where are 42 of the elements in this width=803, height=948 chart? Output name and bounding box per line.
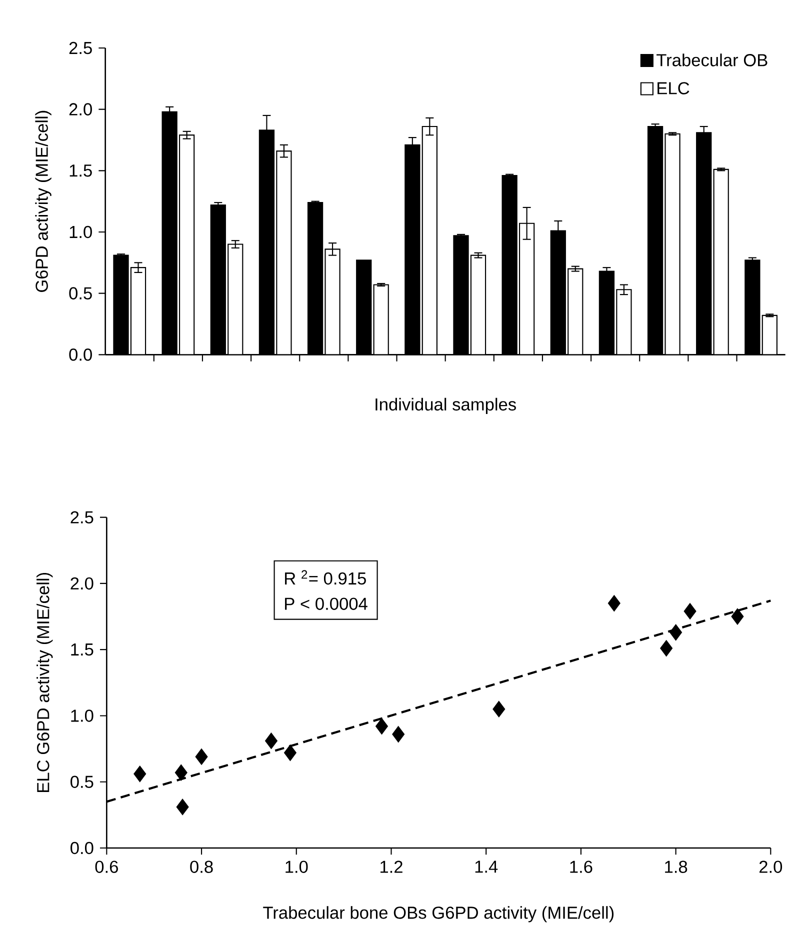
y-tick-label: 2.5 — [70, 511, 94, 524]
y-tick-label: 1.0 — [71, 710, 94, 722]
annotation: R $^{2}$= 0.915 — [285, 570, 366, 585]
y-tick-label: 0.0 — [69, 348, 92, 361]
y-tick-label: 1.0 — [70, 226, 92, 238]
point — [670, 624, 682, 641]
x-tick-label: 1.4 — [476, 860, 498, 873]
point — [492, 700, 506, 718]
x-axis-title: Trabecular bone OBs G6PD activity (MIE/cell) — [263, 906, 614, 922]
y-tick-label: 0.5 — [69, 287, 92, 300]
y-tick-label: 0.0 — [70, 842, 94, 854]
x-tick-label: 0.8 — [190, 860, 213, 873]
point — [376, 718, 388, 735]
y-tick-label: 2.0 — [70, 103, 92, 116]
y-tick-label: 0.5 — [70, 776, 94, 788]
point — [195, 748, 208, 765]
legend-label: Trabecular OB — [656, 54, 768, 66]
x-tick-label: 1.8 — [665, 860, 688, 873]
x-tick-label: 1.2 — [380, 860, 403, 873]
point — [684, 602, 696, 620]
point — [608, 595, 621, 612]
y-tick-label: 1.5 — [71, 644, 94, 656]
point — [265, 732, 278, 750]
annotation: P < 0.0004 — [285, 598, 368, 610]
x-tick-label: 1.0 — [286, 860, 308, 873]
point — [731, 608, 744, 625]
x-axis-title: Individual samples — [376, 398, 516, 414]
legend-label: ELC — [658, 82, 690, 94]
point — [176, 798, 189, 816]
point — [175, 764, 188, 781]
point — [392, 726, 405, 743]
y-tick-label: 2.0 — [70, 577, 94, 590]
y-tick-label: 1.5 — [70, 164, 92, 177]
point — [660, 640, 673, 657]
x-tick-label: 2.0 — [760, 860, 782, 873]
point — [134, 766, 146, 782]
y-tick-label: 2.5 — [70, 42, 92, 54]
y-axis-title: ELC G6PD activity (MIE/cell) — [36, 572, 53, 792]
point — [284, 744, 297, 762]
x-tick-label: 0.6 — [95, 860, 118, 873]
y-axis-title: G6PD activity (MIE/cell) — [35, 110, 52, 292]
x-tick-label: 1.6 — [570, 860, 592, 873]
